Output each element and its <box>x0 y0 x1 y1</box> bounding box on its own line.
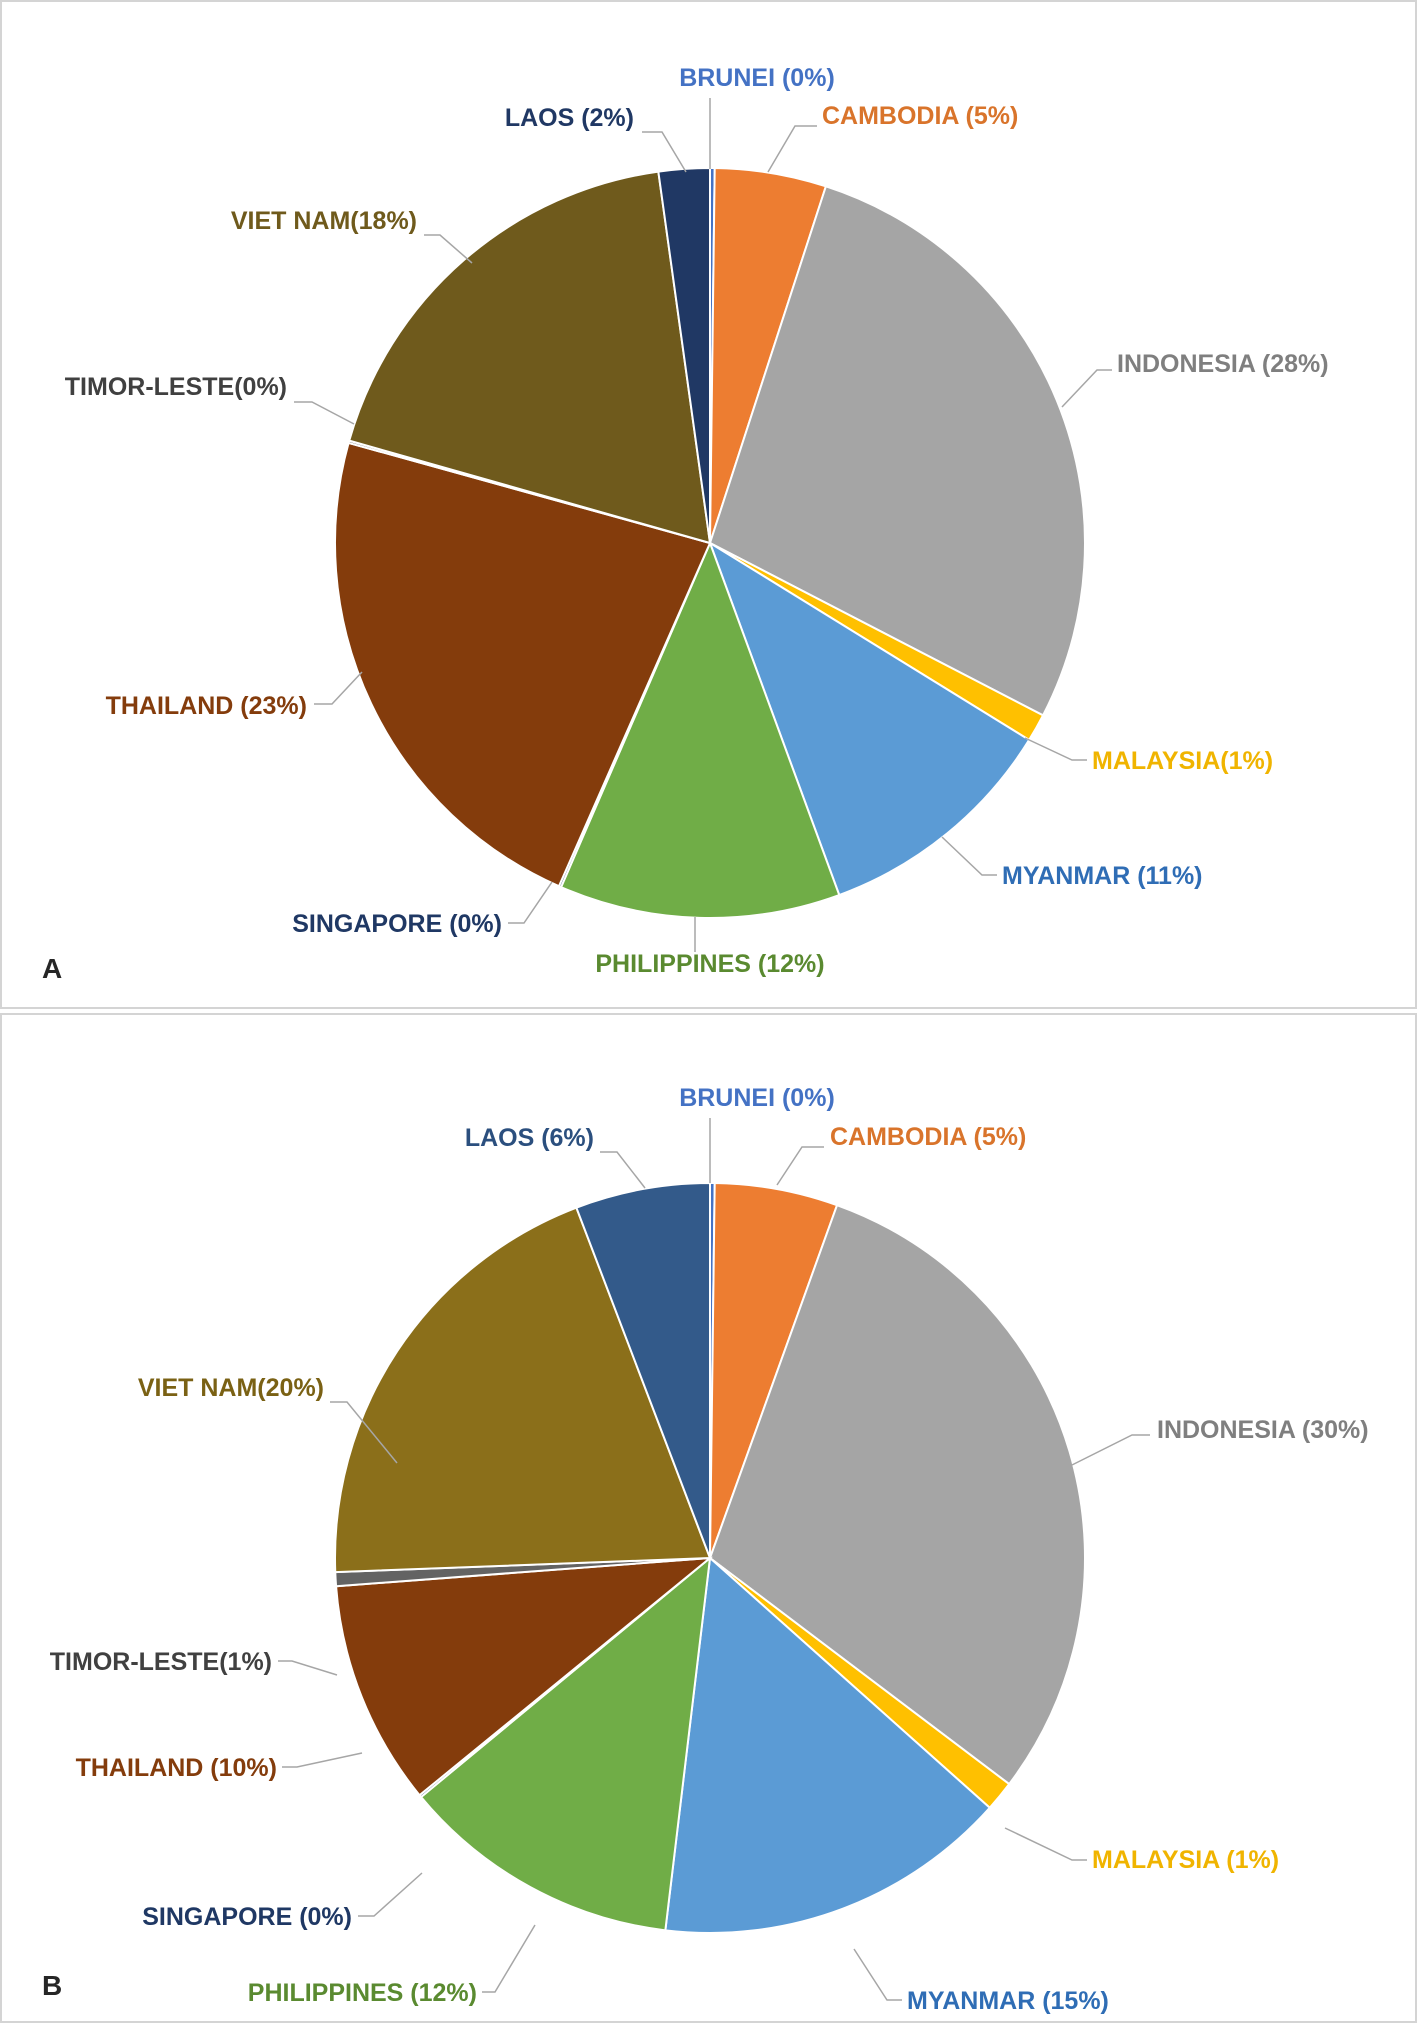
leader-line <box>314 671 363 705</box>
slice-label-philippines: PHILIPPINES (12%) <box>595 950 824 978</box>
leader-line <box>600 1151 646 1189</box>
pie-chart-a: BRUNEI (0%) CAMBODIA (5%) INDONESIA (28%) M… <box>65 64 1329 978</box>
slice-label-laos: LAOS (2%) <box>505 104 634 132</box>
leader-line <box>482 1924 536 1993</box>
leader-line <box>1024 737 1087 761</box>
pie-slice-laos <box>575 1181 711 1559</box>
slice-label-malaysia: MALAYSIA (1%) <box>1092 1846 1279 1874</box>
leader-line <box>941 836 997 876</box>
pie-slice-philippines <box>419 1555 712 1932</box>
slice-label-thailand: THAILAND (10%) <box>76 1754 277 1782</box>
leader-line <box>330 1401 398 1464</box>
slice-label-indonesia: INDONESIA (28%) <box>1117 350 1329 378</box>
panel-label-a: A <box>42 953 63 984</box>
leader-line <box>767 125 817 173</box>
panel-label-b: B <box>42 1970 63 2001</box>
chart-panel-b: BRUNEI (0%) CAMBODIA (5%) INDONESIA (30%) M… <box>0 1013 1417 2023</box>
leader-line <box>853 1948 902 2001</box>
leader-line <box>358 1872 423 1917</box>
slice-label-viet: VIET NAM(20%) <box>138 1374 324 1402</box>
leader-line <box>1061 369 1112 408</box>
leader-line <box>424 234 473 264</box>
pie-slice-indonesia <box>708 1203 1086 1786</box>
slice-label-cambodia: CAMBODIA (5%) <box>830 1123 1026 1151</box>
leader-line <box>278 1660 338 1676</box>
slice-label-myanmar: MYANMAR (15%) <box>907 1987 1109 2015</box>
leader-line <box>282 1752 363 1768</box>
slice-label-laos: LAOS (6%) <box>465 1124 594 1152</box>
slice-label-singapore: SINGAPORE (0%) <box>292 910 502 938</box>
leader-line <box>1004 1827 1087 1861</box>
slice-label-philippines: PHILIPPINES (12%) <box>248 1979 477 2007</box>
slice-label-singapore: SINGAPORE (0%) <box>142 1903 352 1931</box>
slice-label-indonesia: INDONESIA (30%) <box>1157 1416 1369 1444</box>
slice-label-thailand: THAILAND (23%) <box>106 692 307 720</box>
chart-panel-a: BRUNEI (0%) CAMBODIA (5%) INDONESIA (28%) M… <box>0 0 1417 1009</box>
leader-line <box>1071 1434 1150 1466</box>
slice-label-brunei: BRUNEI (0%) <box>679 1084 835 1112</box>
leader-line <box>776 1146 824 1186</box>
pie-slice-philippines <box>559 540 841 919</box>
leader-line <box>294 401 355 425</box>
slice-label-malaysia: MALAYSIA(1%) <box>1092 747 1273 775</box>
pie-slice-indonesia <box>708 185 1086 717</box>
pie-slice-viet <box>348 170 712 545</box>
slice-label-myanmar: MYANMAR (11%) <box>1002 862 1203 890</box>
pie-slice-myanmar <box>708 540 1031 897</box>
pie-slice-viet <box>334 1206 712 1574</box>
pie-slice-thailand <box>334 1556 714 1797</box>
slice-label-brunei: BRUNEI (0%) <box>679 64 835 92</box>
slice-label-viet: VIET NAM(18%) <box>231 207 417 235</box>
pie-slice-thailand <box>334 441 712 888</box>
pie-chart-b: BRUNEI (0%) CAMBODIA (5%) INDONESIA (30%) M… <box>50 1084 1369 2015</box>
slice-label-cambodia: CAMBODIA (5%) <box>822 102 1018 130</box>
slice-label-timor-leste: TIMOR-LESTE(1%) <box>50 1648 272 1676</box>
leader-line <box>642 131 687 173</box>
slice-label-timor-leste: TIMOR-LESTE(0%) <box>65 373 287 401</box>
leader-line <box>508 881 553 924</box>
pie-slice-myanmar <box>664 1555 992 1934</box>
